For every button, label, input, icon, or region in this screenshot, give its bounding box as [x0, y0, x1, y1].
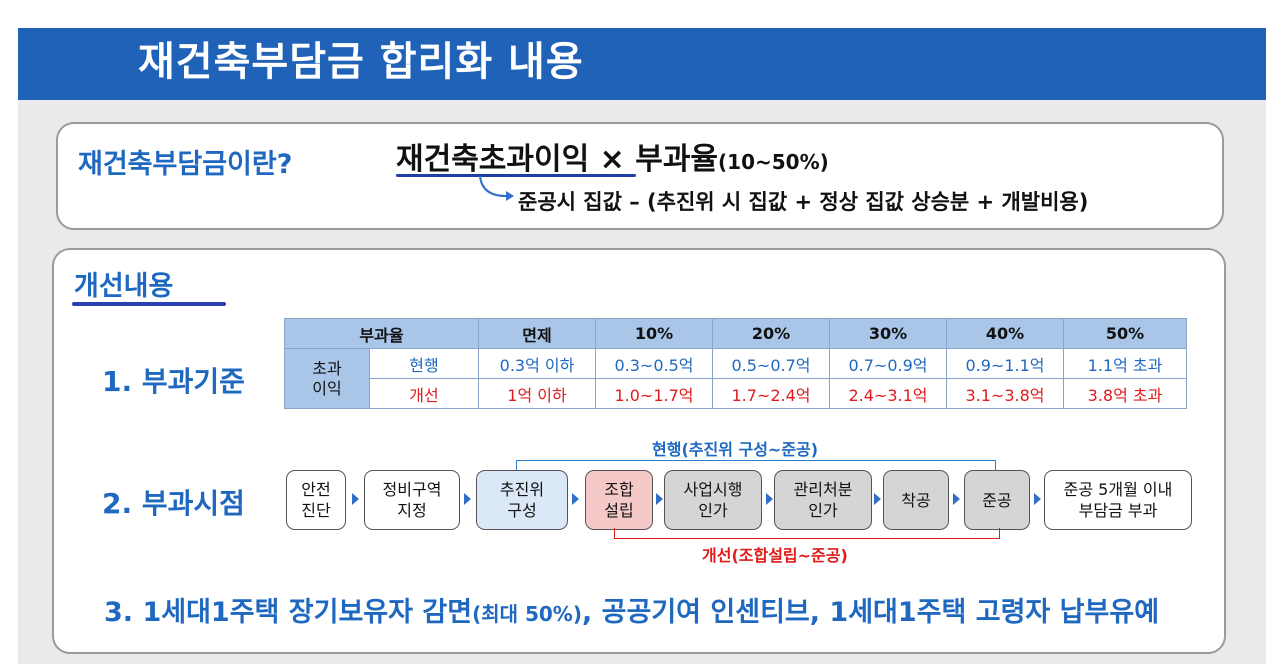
arrow-right-icon	[874, 493, 881, 505]
table-cell: 0.9~1.1억	[946, 348, 1064, 379]
table-header-cell: 면제	[478, 318, 596, 349]
table-header-cell: 40%	[946, 318, 1064, 349]
item1-label: 1. 부과기준	[102, 365, 245, 398]
arrow-right-icon	[953, 493, 960, 505]
step-association: 조합 설립	[585, 470, 653, 530]
table-row-current: 초과 이익 현행 0.3억 이하 0.3~0.5억 0.5~0.7억 0.7~0…	[284, 348, 1187, 409]
arrow-right-icon	[1034, 493, 1041, 505]
table-cell: 0.7~0.9억	[829, 348, 947, 379]
table-row-improved: 개선 1억 이하 1.0~1.7억 1.7~2.4억 2.4~3.1억 3.1~…	[285, 378, 1187, 409]
current-label: 현행	[369, 348, 479, 379]
section-title: 개선내용	[74, 271, 174, 302]
table-cell: 0.3억 이하	[478, 348, 596, 379]
item2-label: 2. 부과시점	[102, 487, 245, 520]
title-banner: 재건축부담금 합리화 내용	[18, 28, 1266, 100]
arrow-icon	[479, 175, 514, 201]
improved-range-bracket	[614, 528, 1000, 539]
table-cell: 0.3~0.5억	[595, 348, 713, 379]
row-group-label: 초과 이익	[284, 348, 370, 409]
formula-detail: 준공시 집값 – (추진위 시 집값 + 정상 집값 상승분 + 개발비용)	[518, 190, 1089, 214]
table-cell: 3.1~3.8억	[946, 378, 1064, 409]
step-zone-designation: 정비구역 지정	[364, 470, 460, 530]
arrow-right-icon	[352, 493, 359, 505]
step-completion: 준공	[964, 470, 1030, 530]
table-cell: 3.8억 초과	[1063, 378, 1187, 409]
table-cell: 0.5~0.7억	[712, 348, 830, 379]
table-header-cell: 30%	[829, 318, 947, 349]
section-underline	[72, 302, 226, 306]
table-cell: 1.1억 초과	[1063, 348, 1187, 379]
current-range-bracket	[516, 460, 996, 471]
arrow-right-icon	[572, 493, 579, 505]
table-header-cell: 10%	[595, 318, 713, 349]
formula-range: (10~50%)	[718, 150, 829, 174]
arrow-right-icon	[656, 493, 663, 505]
table-header-row: 부과율 면제 10% 20% 30% 40% 50%	[284, 318, 1187, 349]
improvements-box: 개선내용 1. 부과기준 부과율 면제 10% 20% 30% 40% 50% …	[52, 248, 1226, 654]
table-cell: 1.7~2.4억	[712, 378, 830, 409]
rate-table: 부과율 면제 10% 20% 30% 40% 50% 초과 이익 현행 0.3억…	[284, 318, 1187, 409]
table-header-cell: 부과율	[284, 318, 479, 349]
arrow-right-icon	[766, 493, 773, 505]
step-construction: 착공	[883, 470, 949, 530]
improved-range-label: 개선(조합설립~준공)	[702, 546, 848, 565]
item3-small: (최대 50%)	[472, 602, 582, 626]
formula-underline	[396, 174, 636, 177]
formula-main: 재건축초과이익 × 부과율	[396, 142, 719, 177]
step-project-approval: 사업시행 인가	[664, 470, 762, 530]
table-header-cell: 20%	[712, 318, 830, 349]
step-safety-inspection: 안전 진단	[286, 470, 346, 530]
item3-main: 3. 1세대1주택 장기보유자 감면	[104, 597, 473, 628]
step-committee: 추진위 구성	[476, 470, 568, 530]
table-cell: 1.0~1.7억	[595, 378, 713, 409]
table-cell: 2.4~3.1억	[829, 378, 947, 409]
table-cell: 1억 이하	[478, 378, 596, 409]
item3-label: 3. 1세대1주택 장기보유자 감면(최대 50%), 공공기여 인센티브, 1…	[104, 590, 1159, 629]
definition-question: 재건축부담금이란?	[78, 149, 293, 180]
improved-label: 개선	[369, 378, 479, 409]
step-management-approval: 관리처분 인가	[774, 470, 872, 530]
item3-rest: , 공공기여 인센티브, 1세대1주택 고령자 납부유예	[581, 597, 1160, 628]
table-header-cell: 50%	[1063, 318, 1187, 349]
current-range-label: 현행(추진위 구성~준공)	[652, 440, 819, 459]
formula: 재건축초과이익 × 부과율(10~50%)	[396, 134, 829, 178]
arrow-right-icon	[464, 493, 471, 505]
definition-box: 재건축부담금이란? 재건축초과이익 × 부과율(10~50%) 준공시 집값 –…	[56, 122, 1224, 230]
step-charge-imposition: 준공 5개월 이내 부담금 부과	[1044, 470, 1192, 530]
page-title: 재건축부담금 합리화 내용	[138, 39, 584, 85]
